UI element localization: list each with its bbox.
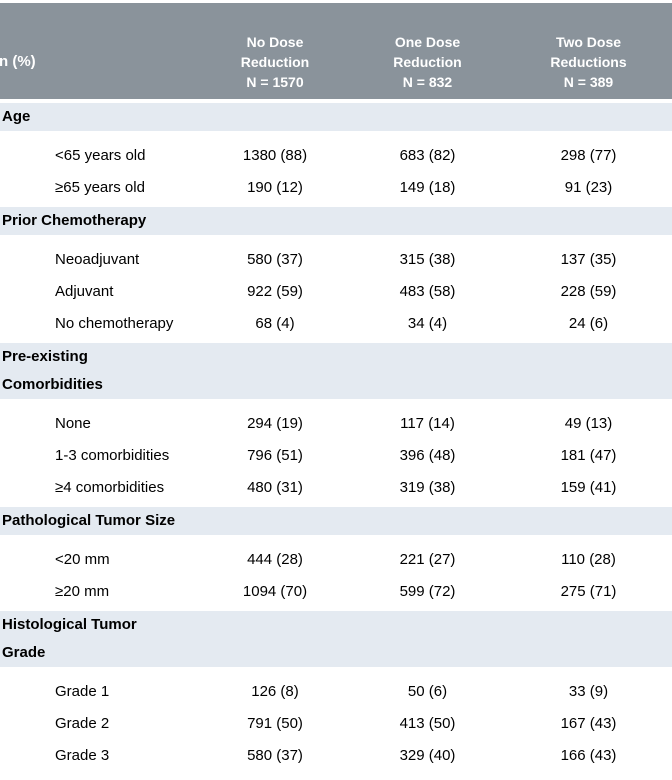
- cell-no-dose: 1380 (88): [242, 146, 308, 164]
- table-row: ≥4 comorbidities 480 (31) 319 (38) 159 (…: [0, 471, 672, 503]
- cell-two-dose: 24 (6): [568, 314, 609, 332]
- row-label: <65 years old: [55, 146, 146, 164]
- row-label: Grade 3: [55, 746, 110, 764]
- cell-one-dose: 149 (18): [399, 178, 456, 196]
- row-label: Neoadjuvant: [55, 250, 140, 268]
- row-label: ≥4 comorbidities: [55, 478, 165, 496]
- column-header-n-count: N = 389: [563, 74, 614, 90]
- section-title: Pathological Tumor Size: [2, 512, 176, 529]
- cell-no-dose: 444 (28): [247, 550, 303, 568]
- cell-no-dose: 294 (19): [247, 414, 303, 432]
- table-row: <20 mm 444 (28) 221 (27) 110 (28): [0, 543, 672, 575]
- cell-two-dose: 167 (43): [560, 714, 617, 732]
- table-row: 1-3 comorbidities 796 (51) 396 (48) 181 …: [0, 439, 672, 471]
- cell-no-dose: 580 (37): [247, 746, 303, 764]
- cell-one-dose: 396 (48): [399, 446, 456, 464]
- table-row: Grade 2 791 (50) 413 (50) 167 (43): [0, 707, 672, 739]
- table-row: Neoadjuvant 580 (37) 315 (38) 137 (35): [0, 243, 672, 275]
- row-label: No chemotherapy: [55, 314, 174, 332]
- section-title: Grade: [2, 644, 46, 661]
- cell-one-dose: 34 (4): [407, 314, 448, 332]
- row-label: <20 mm: [55, 550, 110, 568]
- cell-one-dose: 413 (50): [399, 714, 456, 732]
- section-band-histological-tumor-grade: Histological Tumor Grade: [0, 611, 672, 667]
- section-band-age: Age: [0, 103, 672, 131]
- column-header-no-dose-reduction: No Dose Reduction N = 1570: [200, 32, 350, 99]
- table-row: <65 years old 1380 (88) 683 (82) 298 (77…: [0, 139, 672, 171]
- column-header-line: One Dose: [394, 34, 461, 50]
- cell-two-dose: 228 (59): [560, 282, 617, 300]
- cell-one-dose: 117 (14): [400, 414, 455, 432]
- table-row: None 294 (19) 117 (14) 49 (13): [0, 407, 672, 439]
- cell-one-dose: 599 (72): [399, 582, 456, 600]
- table-row: ≥65 years old 190 (12) 149 (18) 91 (23): [0, 171, 672, 203]
- header-row-label: n (%): [0, 53, 36, 70]
- cell-one-dose: 483 (58): [399, 282, 456, 300]
- cell-two-dose: 159 (41): [560, 478, 617, 496]
- table-row: ≥20 mm 1094 (70) 599 (72) 275 (71): [0, 575, 672, 607]
- cell-no-dose: 68 (4): [255, 314, 295, 332]
- column-header-line: Reductions: [550, 54, 627, 70]
- cell-no-dose: 480 (31): [247, 478, 303, 496]
- cell-no-dose: 796 (51): [247, 446, 303, 464]
- column-header-line: Reduction: [393, 54, 462, 70]
- cell-two-dose: 166 (43): [560, 746, 617, 764]
- cell-no-dose: 126 (8): [251, 682, 299, 700]
- column-header-line: No Dose: [246, 34, 304, 50]
- section-band-prior-chemotherapy: Prior Chemotherapy: [0, 207, 672, 235]
- cell-one-dose: 329 (40): [399, 746, 456, 764]
- row-label: Adjuvant: [55, 282, 114, 300]
- top-margin: [0, 0, 672, 3]
- cell-no-dose: 580 (37): [247, 250, 303, 268]
- cell-two-dose: 110 (28): [561, 550, 616, 568]
- column-header-one-dose-reduction: One Dose Reduction N = 832: [350, 32, 505, 99]
- cell-two-dose: 91 (23): [564, 178, 613, 196]
- row-label: ≥65 years old: [55, 178, 145, 196]
- cell-no-dose: 922 (59): [247, 282, 303, 300]
- section-title: Comorbidities: [2, 376, 103, 393]
- section-title: Pre-existing: [2, 348, 88, 365]
- cell-two-dose: 33 (9): [568, 682, 609, 700]
- cell-no-dose: 791 (50): [247, 714, 303, 732]
- column-header-two-dose-reductions: Two Dose Reductions N = 389: [505, 32, 672, 99]
- cell-one-dose: 683 (82): [399, 146, 456, 164]
- cell-two-dose: 181 (47): [560, 446, 617, 464]
- cell-one-dose: 221 (27): [399, 550, 456, 568]
- table-row: No chemotherapy 68 (4) 34 (4) 24 (6): [0, 307, 672, 339]
- cell-one-dose: 50 (6): [407, 682, 448, 700]
- cell-two-dose: 298 (77): [560, 146, 617, 164]
- cell-two-dose: 49 (13): [564, 414, 613, 432]
- column-header-n-count: N = 832: [402, 74, 453, 90]
- section-title: Age: [2, 108, 31, 125]
- table-header: n (%) No Dose Reduction N = 1570 One Dos…: [0, 3, 672, 99]
- cell-no-dose: 1094 (70): [242, 582, 308, 600]
- cell-two-dose: 275 (71): [560, 582, 617, 600]
- cell-no-dose: 190 (12): [247, 178, 303, 196]
- row-label: Grade 1: [55, 682, 110, 700]
- table-row: Adjuvant 922 (59) 483 (58) 228 (59): [0, 275, 672, 307]
- cell-one-dose: 319 (38): [399, 478, 456, 496]
- column-header-line: Reduction: [240, 54, 310, 70]
- row-label: Grade 2: [55, 714, 110, 732]
- cell-two-dose: 137 (35): [560, 250, 617, 268]
- cell-one-dose: 315 (38): [399, 250, 456, 268]
- section-title: Histological Tumor: [2, 616, 137, 633]
- section-band-pre-existing-comorbidities: Pre-existing Comorbidities: [0, 343, 672, 399]
- section-title: Prior Chemotherapy: [2, 212, 147, 229]
- row-label: None: [55, 414, 91, 432]
- section-band-pathological-tumor-size: Pathological Tumor Size: [0, 507, 672, 535]
- row-label: ≥20 mm: [55, 582, 110, 600]
- column-header-n-count: N = 1570: [246, 74, 304, 90]
- table-row: Grade 3 580 (37) 329 (40) 166 (43): [0, 739, 672, 771]
- row-label: 1-3 comorbidities: [55, 446, 170, 464]
- table-row: Grade 1 126 (8) 50 (6) 33 (9): [0, 675, 672, 707]
- column-header-line: Two Dose: [555, 34, 622, 50]
